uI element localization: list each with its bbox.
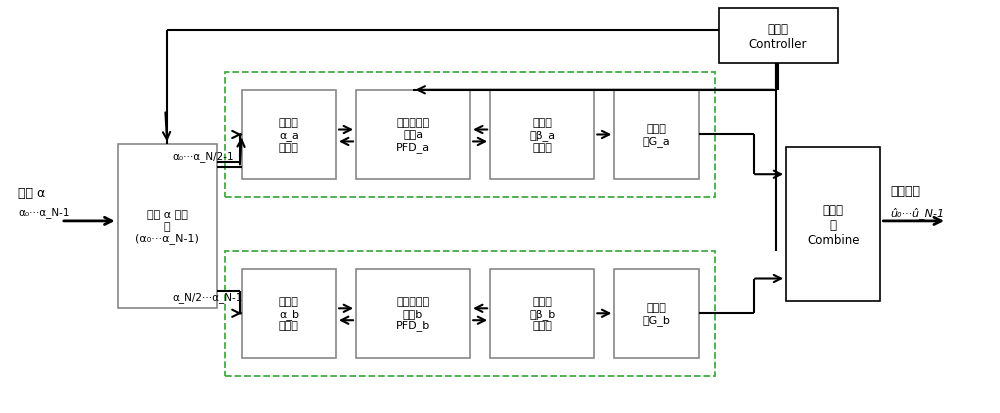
- Bar: [242, 269, 336, 358]
- Text: û₀···û_N-1: û₀···û_N-1: [890, 206, 944, 218]
- Text: 中间值
α_a
存储器: 中间值 α_a 存储器: [279, 118, 299, 152]
- Text: α₀···α_N-1: α₀···α_N-1: [18, 207, 70, 218]
- Bar: [242, 90, 336, 180]
- Text: 并行快速译
码器a
PFD_a: 并行快速译 码器a PFD_a: [396, 118, 430, 152]
- Text: 中间值
α_b
存储器: 中间值 α_b 存储器: [279, 297, 299, 330]
- Text: 字码估
值β_b
存储器: 字码估 值β_b 存储器: [529, 297, 555, 330]
- Bar: [490, 90, 594, 180]
- Bar: [614, 90, 699, 180]
- Bar: [225, 251, 715, 376]
- Text: 字码估
值β_a
存储器: 字码估 值β_a 存储器: [529, 118, 555, 152]
- Bar: [356, 90, 470, 180]
- Text: 码字估值: 码字估值: [890, 184, 920, 197]
- Bar: [719, 9, 838, 64]
- Bar: [118, 145, 217, 309]
- Text: 控制器
Controller: 控制器 Controller: [749, 23, 807, 50]
- Bar: [490, 269, 594, 358]
- Bar: [786, 148, 880, 301]
- Text: α₀···α_N/2-1: α₀···α_N/2-1: [172, 150, 234, 161]
- Text: 信道 α: 信道 α: [18, 186, 46, 199]
- Text: 生成矩
阵G_a: 生成矩 阵G_a: [643, 124, 670, 146]
- Text: 生成矩
阵G_b: 生成矩 阵G_b: [643, 302, 670, 325]
- Bar: [356, 269, 470, 358]
- Text: 并行快速译
码器b
PFD_b: 并行快速译 码器b PFD_b: [396, 297, 430, 330]
- Text: α_N/2···α_N-1: α_N/2···α_N-1: [172, 291, 243, 302]
- Text: 组合模
块
Combine: 组合模 块 Combine: [807, 203, 859, 246]
- Bar: [225, 73, 715, 197]
- Text: 信道 α 存储
器
(α₀···α_N-1): 信道 α 存储 器 (α₀···α_N-1): [135, 210, 199, 244]
- Bar: [614, 269, 699, 358]
